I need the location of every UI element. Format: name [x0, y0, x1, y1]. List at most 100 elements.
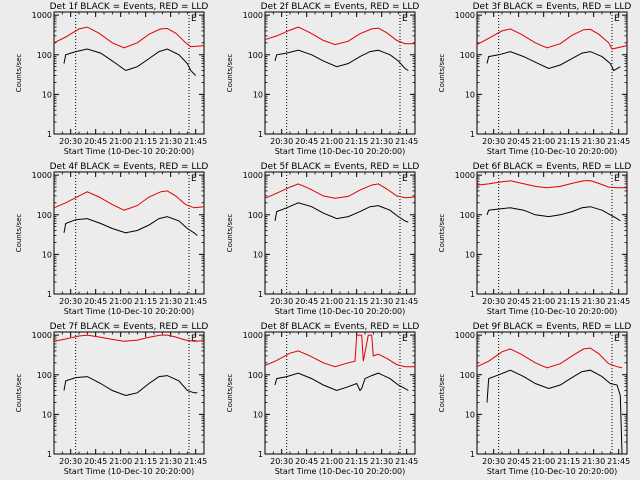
series-line-lld	[53, 26, 205, 49]
x-tick-label: 21:45	[607, 297, 630, 306]
y-tick-label: 100	[37, 51, 52, 60]
series-line-lld	[53, 190, 205, 211]
y-tick-label: 1000	[455, 171, 475, 180]
panel-7: Det 7f BLACK = Events, RED = LLD 1 10 100 10…	[15, 322, 208, 476]
x-tick-label: 20:45	[507, 137, 530, 146]
panel-title: Det 6f BLACK = Events, RED = LLD	[473, 162, 632, 172]
y-axis-label: Counts/sec	[15, 54, 23, 93]
panel-title: Det 8f BLACK = Events, RED = LLD	[261, 322, 420, 332]
y-tick-label: 10	[42, 410, 52, 419]
series-line-lld	[264, 183, 416, 199]
x-tick-label: 21:30	[159, 297, 182, 306]
y-axis-label: Counts/sec	[438, 54, 446, 93]
y-tick-label: 10	[42, 90, 52, 99]
series-line-lld	[264, 334, 415, 368]
y-tick-label: 1	[258, 290, 263, 299]
y-tick-label: 10	[42, 250, 52, 259]
y-tick-label: 10	[465, 90, 475, 99]
series-line-lld	[264, 26, 415, 46]
plot-frame	[264, 171, 416, 295]
series-line-events	[63, 48, 197, 76]
y-tick-label: 1000	[455, 331, 475, 340]
x-tick-label: 20:30	[59, 297, 82, 306]
y-tick-label: 1	[470, 130, 475, 139]
y-tick-label: 100	[460, 51, 475, 60]
y-tick-label: 100	[248, 371, 263, 380]
x-tick-label: 21:15	[345, 297, 368, 306]
corner-mark: E	[402, 14, 408, 24]
corner-mark: E	[402, 334, 408, 344]
panel-8: Det 8f BLACK = Events, RED = LLD 1 10 100 10…	[226, 322, 419, 476]
y-tick-label: 1000	[455, 11, 475, 20]
y-tick-label: 1000	[32, 331, 52, 340]
x-tick-label: 21:30	[582, 137, 605, 146]
x-tick-label: 21:00	[109, 137, 132, 146]
x-axis-label: Start Time (10-Dec-10 20:20:00)	[487, 147, 618, 156]
plot-frame	[476, 171, 628, 295]
y-tick-label: 1000	[32, 171, 52, 180]
x-tick-label: 20:30	[270, 457, 293, 466]
y-axis-label: Counts/sec	[438, 214, 446, 253]
x-tick-label: 21:30	[370, 137, 393, 146]
x-tick-label: 20:45	[84, 457, 107, 466]
plot-frame	[476, 11, 628, 135]
x-tick-label: 21:00	[532, 457, 555, 466]
y-axis-label: Counts/sec	[15, 374, 23, 413]
plot-frame	[476, 331, 628, 455]
y-tick-label: 100	[248, 51, 263, 60]
y-tick-label: 100	[460, 371, 475, 380]
panel-6: Det 6f BLACK = Events, RED = LLD 1 10 100 10…	[438, 162, 631, 316]
x-tick-label: 21:00	[532, 137, 555, 146]
x-axis-label: Start Time (10-Dec-10 20:20:00)	[64, 147, 195, 156]
x-tick-label: 21:30	[370, 457, 393, 466]
y-tick-label: 1	[47, 130, 52, 139]
x-tick-label: 21:15	[134, 297, 157, 306]
x-tick-label: 21:15	[557, 457, 580, 466]
y-axis-label: Counts/sec	[438, 374, 446, 413]
x-tick-label: 21:00	[532, 297, 555, 306]
series-line-events	[274, 202, 409, 223]
plot-frame	[53, 331, 205, 455]
y-tick-label: 1	[470, 450, 475, 459]
series-line-events	[486, 369, 623, 455]
x-axis-label: Start Time (10-Dec-10 20:20:00)	[275, 147, 406, 156]
series-line-events	[274, 372, 409, 392]
y-tick-label: 100	[37, 211, 52, 220]
x-tick-label: 21:30	[159, 457, 182, 466]
series-line-lld	[476, 347, 623, 369]
panel-3: Det 3f BLACK = Events, RED = LLD 1 10 100 10…	[438, 2, 631, 156]
x-tick-label: 20:30	[59, 457, 82, 466]
y-tick-label: 10	[465, 250, 475, 259]
x-axis-label: Start Time (10-Dec-10 20:20:00)	[64, 467, 195, 476]
y-tick-label: 1	[258, 450, 263, 459]
y-axis-label: Counts/sec	[226, 214, 234, 253]
plot-frame	[264, 331, 416, 455]
x-axis-label: Start Time (10-Dec-10 20:20:00)	[487, 307, 618, 316]
series-line-events	[486, 51, 621, 72]
y-tick-label: 10	[253, 250, 263, 259]
x-tick-label: 20:45	[295, 297, 318, 306]
y-tick-label: 100	[37, 371, 52, 380]
y-tick-label: 100	[248, 211, 263, 220]
x-tick-label: 21:15	[557, 297, 580, 306]
x-tick-label: 20:30	[482, 297, 505, 306]
y-axis-label: Counts/sec	[226, 374, 234, 413]
plot-frame	[53, 171, 205, 295]
panel-title: Det 1f BLACK = Events, RED = LLD	[50, 2, 209, 12]
panel-title: Det 7f BLACK = Events, RED = LLD	[50, 322, 209, 332]
series-line-lld	[476, 180, 627, 189]
panel-title: Det 4f BLACK = Events, RED = LLD	[50, 162, 209, 172]
x-tick-label: 21:45	[607, 137, 630, 146]
x-tick-label: 20:30	[59, 137, 82, 146]
y-axis-label: Counts/sec	[226, 54, 234, 93]
y-tick-label: 1000	[243, 11, 263, 20]
series-line-events	[63, 216, 198, 236]
x-axis-label: Start Time (10-Dec-10 20:20:00)	[275, 307, 406, 316]
x-tick-label: 20:45	[84, 297, 107, 306]
panel-9: Det 9f BLACK = Events, RED = LLD 1 10 100 10…	[438, 322, 631, 476]
x-tick-label: 20:30	[482, 137, 505, 146]
panel-1: Det 1f BLACK = Events, RED = LLD 1 10 100 10…	[15, 2, 208, 156]
x-axis-label: Start Time (10-Dec-10 20:20:00)	[275, 467, 406, 476]
y-tick-label: 1	[47, 290, 52, 299]
